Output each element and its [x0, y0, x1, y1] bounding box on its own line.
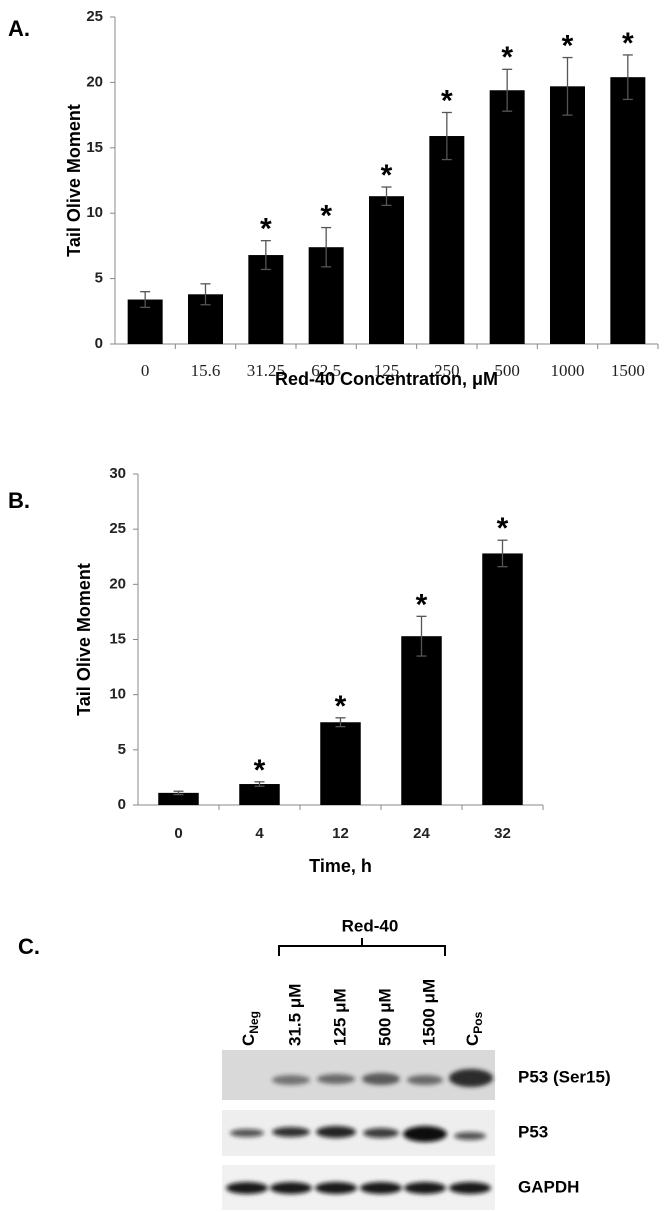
bracket: [278, 938, 446, 956]
x-tick-label: 24: [413, 825, 430, 842]
bar: [489, 90, 525, 344]
bar: [369, 196, 404, 344]
x-tick-label: 125: [374, 361, 400, 380]
y-tick-label: 5: [118, 741, 126, 758]
x-tick-label: 32: [494, 825, 511, 842]
significance-mark: *: [335, 690, 347, 723]
group-label: Red-40: [342, 916, 399, 935]
panel-label: B.: [8, 488, 30, 513]
significance-mark: *: [501, 41, 513, 74]
y-axis-label: Tail Olive Moment: [74, 563, 94, 716]
bar: [550, 86, 585, 344]
bar: [158, 792, 199, 805]
x-tick-label: 62.5: [311, 361, 341, 380]
y-tick-label: 25: [109, 520, 126, 537]
x-tick-label: 12: [332, 825, 349, 842]
y-axis-label: Tail Olive Moment: [64, 104, 84, 257]
lane-label: 500 μM: [375, 988, 394, 1046]
bar: [320, 722, 361, 805]
significance-mark: *: [441, 84, 453, 117]
lane-main: C: [239, 1034, 258, 1046]
bar: [429, 136, 465, 344]
y-tick-label: 0: [95, 335, 103, 352]
blot-strip: [222, 1165, 495, 1210]
x-tick-label: 4: [255, 825, 264, 842]
y-tick-label: 0: [118, 796, 126, 813]
panel-label: A.: [8, 16, 30, 41]
x-tick-label: 15.6: [191, 361, 221, 380]
blot-strip: [222, 1050, 495, 1100]
y-tick-label: 10: [86, 204, 103, 221]
lane-label: CPos: [463, 1011, 485, 1046]
x-tick-label: 250: [434, 361, 460, 380]
blot-strip: [222, 1110, 495, 1156]
x-tick-label: 1500: [611, 361, 645, 380]
lane-label: 125 μM: [330, 988, 349, 1046]
significance-mark: *: [320, 200, 332, 233]
y-tick-label: 20: [86, 73, 103, 90]
significance-mark: *: [416, 588, 428, 621]
significance-mark: *: [260, 213, 272, 246]
lane-sub: Pos: [471, 1011, 485, 1033]
x-tick-label: 31.25: [247, 361, 285, 380]
significance-mark: *: [622, 27, 634, 60]
y-tick-label: 10: [109, 686, 126, 703]
significance-mark: *: [381, 159, 393, 192]
bar: [610, 77, 646, 344]
x-tick-label: 500: [494, 361, 520, 380]
panel-label: C.: [18, 934, 40, 959]
x-axis-label: Red-40 Concentration, μM: [275, 369, 498, 389]
y-tick-label: 25: [86, 8, 103, 25]
lane-label: CNeg: [239, 1011, 261, 1046]
y-tick-label: 30: [109, 465, 126, 482]
significance-mark: *: [562, 29, 574, 62]
x-tick-label: 0: [141, 361, 150, 380]
bar: [239, 784, 280, 805]
y-tick-label: 15: [109, 630, 126, 647]
lane-main: C: [463, 1034, 482, 1046]
row-label: P53: [518, 1122, 548, 1141]
lane-sub: Neg: [247, 1011, 261, 1034]
x-tick-label: 1000: [551, 361, 585, 380]
x-tick-label: 0: [174, 825, 182, 842]
bar: [401, 636, 442, 805]
row-label: GAPDH: [518, 1177, 579, 1196]
row-label: P53 (Ser15): [518, 1067, 611, 1086]
x-axis-label: Time, h: [309, 856, 372, 876]
y-tick-label: 20: [109, 575, 126, 592]
lane-label: 31.5 μM: [285, 984, 304, 1046]
y-tick-label: 15: [86, 139, 103, 156]
y-tick-label: 5: [95, 270, 103, 287]
significance-mark: *: [254, 754, 266, 787]
lane-label: 1500 μM: [419, 979, 438, 1046]
bar: [482, 553, 523, 805]
significance-mark: *: [497, 512, 509, 545]
